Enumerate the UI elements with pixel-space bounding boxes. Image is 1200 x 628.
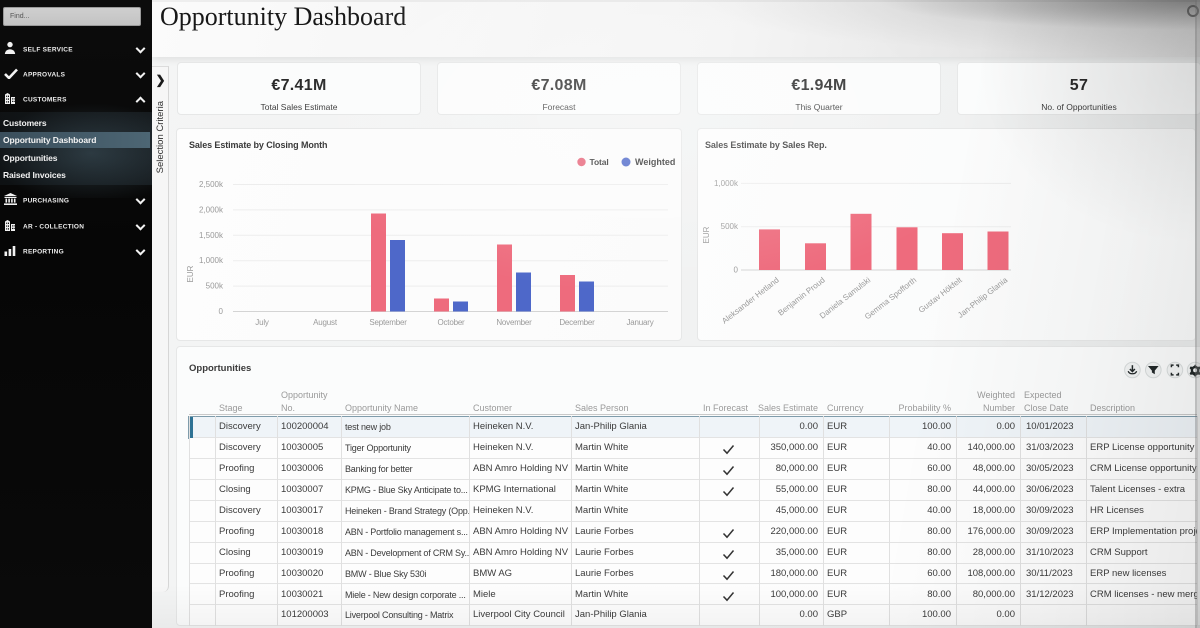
svg-text:November: November: [496, 318, 532, 327]
svg-text:500k: 500k: [721, 222, 739, 231]
svg-text:January: January: [626, 318, 653, 327]
svg-text:EUR: EUR: [186, 265, 195, 282]
svg-text:2,500k: 2,500k: [199, 180, 224, 189]
svg-text:October: October: [437, 318, 465, 327]
svg-text:2,000k: 2,000k: [199, 205, 224, 214]
svg-text:Sales Estimate by Closing Mont: Sales Estimate by Closing Month: [189, 140, 327, 150]
svg-text:August: August: [313, 318, 338, 327]
svg-text:Sales Estimate by Sales Rep.: Sales Estimate by Sales Rep.: [705, 140, 827, 150]
svg-text:500k: 500k: [206, 282, 224, 291]
svg-text:EUR: EUR: [702, 226, 711, 243]
svg-text:Aleksander Hetland: Aleksander Hetland: [720, 275, 781, 325]
svg-text:Jan-Philip Glania: Jan-Philip Glania: [956, 275, 1010, 320]
svg-text:December: December: [559, 318, 595, 327]
svg-text:Weighted: Weighted: [635, 157, 675, 167]
svg-text:0: 0: [734, 266, 739, 275]
svg-text:0: 0: [219, 307, 224, 316]
svg-text:Gustav Hökfelt: Gustav Hökfelt: [917, 275, 964, 315]
svg-text:July: July: [255, 318, 269, 327]
svg-text:1,000k: 1,000k: [199, 256, 224, 265]
svg-text:Benjamin Proud: Benjamin Proud: [776, 275, 826, 317]
svg-text:1,000k: 1,000k: [714, 179, 739, 188]
svg-text:September: September: [369, 318, 407, 327]
svg-text:Total: Total: [590, 157, 609, 167]
svg-text:1,500k: 1,500k: [199, 231, 224, 240]
